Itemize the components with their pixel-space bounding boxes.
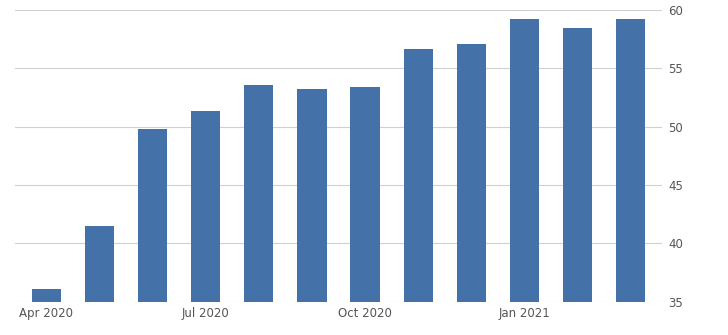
Bar [403,49,432,302]
Bar [616,19,645,302]
Bar [191,112,221,302]
Bar [563,27,592,302]
Bar [456,44,486,302]
Bar [297,89,327,302]
Bar [32,289,61,302]
Bar [350,87,380,302]
Bar [138,129,167,302]
Bar [85,226,114,302]
Bar [510,19,539,302]
Bar [245,85,274,302]
